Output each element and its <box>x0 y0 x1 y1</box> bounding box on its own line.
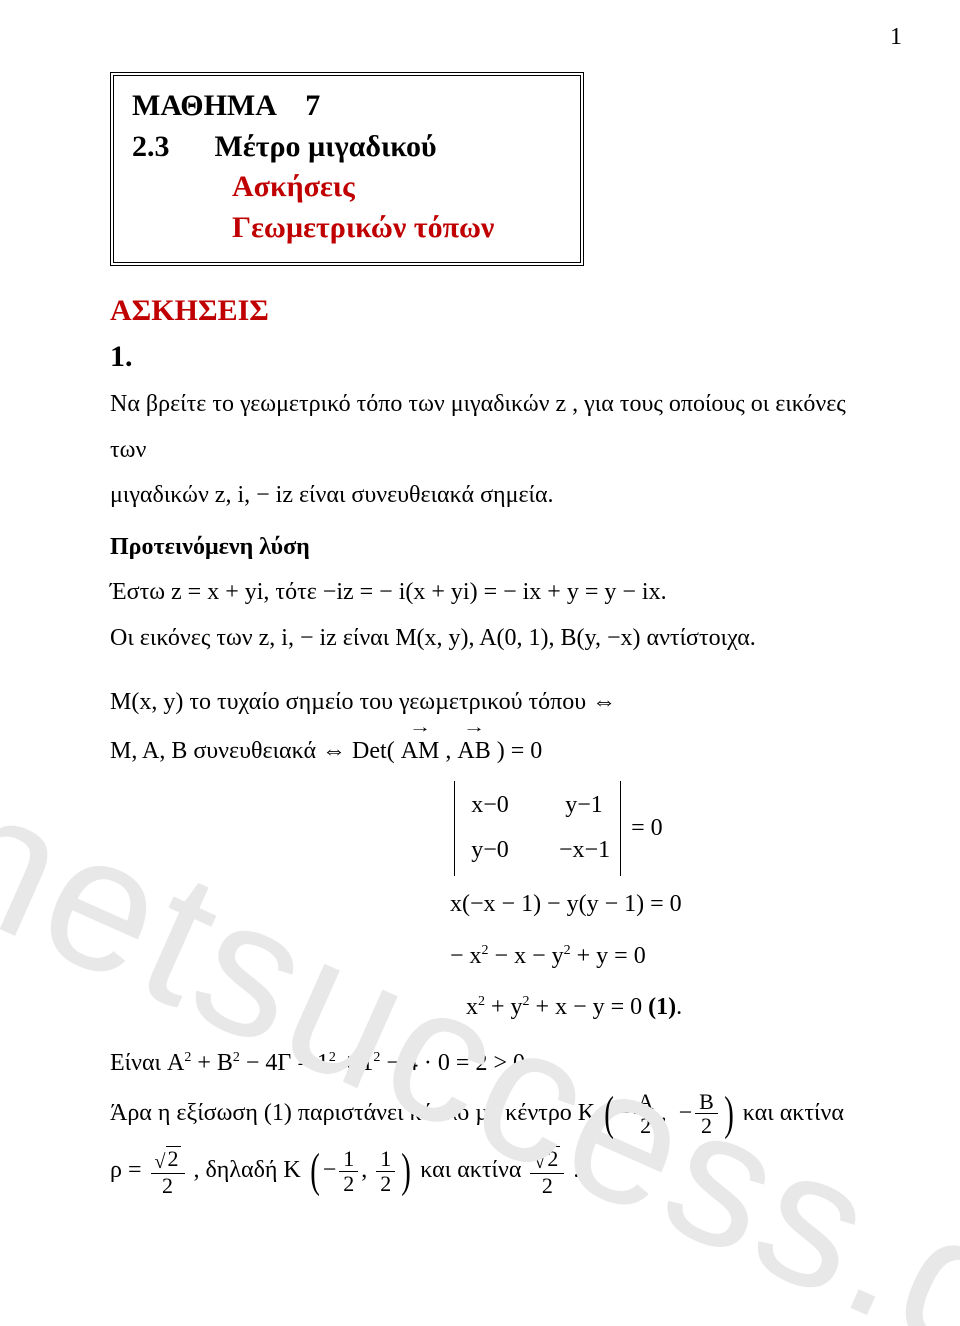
rho-value-1: √2 2 <box>151 1146 185 1197</box>
statement-line-2: μιγαδικών z, i, − iz είναι συνευθειακά σ… <box>110 473 880 519</box>
eq-line-1: x(−x − 1) − y(y − 1) = 0 <box>450 882 880 928</box>
line-eikones: Οι εικόνες των z, i, − iz είναι M(x, y),… <box>110 616 880 662</box>
line-discriminant: Είναι A2 + B2 − 4Γ = 12 + 12 − 4 · 0 = 2… <box>110 1041 880 1087</box>
title-line-1: ΜΑΘΗΜΑ 7 <box>132 86 562 127</box>
rho-prefix: ρ = <box>110 1148 142 1194</box>
collinear-left: M, A, B συνευθειακά ⇔ Det( <box>110 729 395 775</box>
ara-text: Άρα η εξίσωση (1) παριστάνει κύκλο µε κέ… <box>110 1091 595 1137</box>
title-section-text: Μέτρο µιγαδικού <box>215 130 437 163</box>
title-line-2: 2.3 Μέτρο µιγαδικού <box>132 127 562 168</box>
det-close: ) = 0 <box>497 729 543 775</box>
exercise-number: 1. <box>110 340 880 374</box>
ara-end: και ακτίνα <box>743 1091 844 1137</box>
exercise-statement: Να βρείτε το γεωμετρικό τόπο των μιγαδικ… <box>110 382 880 519</box>
exercises-heading: ΑΣΚΗΣΕΙΣ <box>110 294 880 328</box>
center-K-1: ( − A2 , − B2 ) <box>601 1090 737 1137</box>
rho-mid: , δηλαδή K <box>194 1148 301 1194</box>
page: netsuccess.gr 1 ΜΑΘΗΜΑ 7 2.3 Μέτρο µιγαδ… <box>0 0 960 1326</box>
rho-value-2: √2 2 <box>530 1146 564 1197</box>
lesson-title-box: ΜΑΘΗΜΑ 7 2.3 Μέτρο µιγαδικού Ασκήσεις Γε… <box>110 72 584 266</box>
determinant: x−0 y−1 y−0 −x−1 <box>454 781 621 876</box>
det-r2c1: y−0 <box>465 828 515 874</box>
vector-AB: AB <box>457 729 490 775</box>
title-sub-1: Ασκήσεις <box>232 167 562 208</box>
equation-tag-1: (1) <box>648 994 676 1020</box>
rho-mid2: και ακτίνα <box>420 1148 521 1194</box>
title-sub-2: Γεωµετρικών τόπων <box>232 208 562 249</box>
det-r1c2: y−1 <box>559 783 609 829</box>
line-M-point: M(x, y) το τυχαίο σηµείο του γεωµετρικού… <box>110 680 880 726</box>
vector-AM: AM <box>401 729 440 775</box>
rho-dot: . <box>573 1148 579 1194</box>
line-ara-circle: Άρα η εξίσωση (1) παριστάνει κύκλο µε κέ… <box>110 1090 880 1137</box>
determinant-line: x−0 y−1 y−0 −x−1 = 0 <box>450 781 880 876</box>
line-rho: ρ = √2 2 , δηλαδή K ( − 12 , 12 ) και ακ… <box>110 1146 880 1197</box>
det-r1c1: x−0 <box>465 783 515 829</box>
title-section-number: 2.3 <box>132 130 170 163</box>
equation-stack: x−0 y−1 y−0 −x−1 = 0 x(−x − 1) − y(y − 1… <box>450 781 880 1031</box>
eq-line-3: x2 + y2 + x − y = 0 (1). <box>466 985 880 1031</box>
page-number: 1 <box>890 24 902 51</box>
statement-line-1: Να βρείτε το γεωμετρικό τόπο των μιγαδικ… <box>110 382 880 473</box>
title-lesson-number: 7 <box>305 89 320 122</box>
det-eq: = 0 <box>631 806 663 852</box>
title-lesson-label: ΜΑΘΗΜΑ <box>132 89 275 122</box>
eq-line-2: − x2 − x − y2 + y = 0 <box>450 934 880 980</box>
line-estw: Έστω z = x + yi, τότε −iz = − i(x + yi) … <box>110 570 880 616</box>
center-K-2: ( − 12 , 12 ) <box>307 1147 415 1194</box>
proposed-solution-heading: Προτεινόμενη λύση <box>110 525 880 571</box>
det-r2c2: −x−1 <box>559 828 610 874</box>
solution-body: Έστω z = x + yi, τότε −iz = − i(x + yi) … <box>110 570 880 1196</box>
line-collinear: M, A, B συνευθειακά ⇔ Det( AM , AB ) = 0 <box>110 729 880 775</box>
